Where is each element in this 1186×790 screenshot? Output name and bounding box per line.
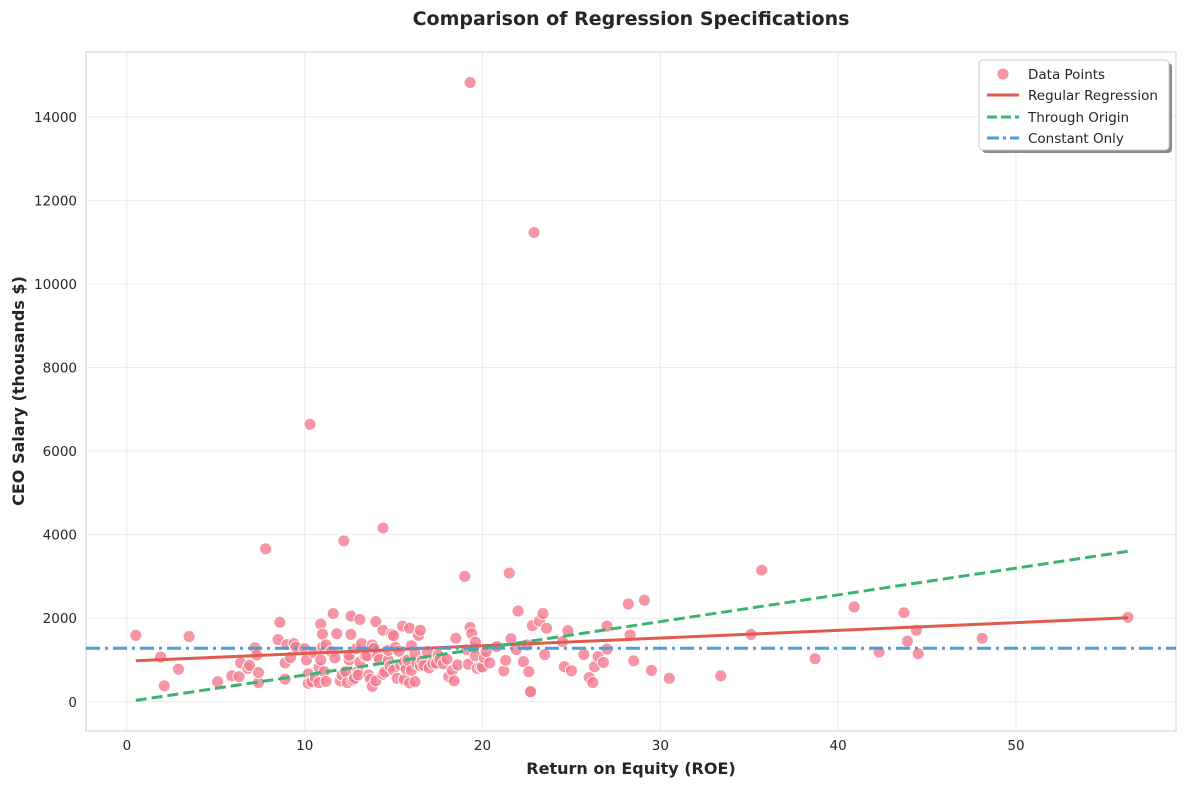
y-tick-label: 14000 bbox=[34, 110, 77, 126]
regular-regression-line bbox=[135, 616, 1129, 663]
data-point bbox=[714, 669, 728, 683]
x-tick-label: 40 bbox=[830, 738, 847, 754]
data-point bbox=[232, 670, 246, 684]
data-point bbox=[662, 671, 676, 685]
data-point bbox=[502, 566, 516, 580]
data-point bbox=[344, 628, 358, 641]
data-point bbox=[243, 658, 257, 672]
data-point bbox=[387, 629, 401, 643]
x-tick-label: 20 bbox=[474, 738, 491, 754]
through-origin-line bbox=[135, 549, 1129, 702]
data-point bbox=[413, 623, 427, 637]
data-point bbox=[897, 606, 911, 620]
data-point bbox=[330, 627, 344, 641]
y-tick-label: 8000 bbox=[43, 360, 77, 376]
data-point bbox=[975, 631, 989, 645]
data-point bbox=[522, 665, 536, 679]
data-point bbox=[458, 569, 472, 583]
data-point bbox=[808, 652, 822, 666]
data-point bbox=[538, 648, 552, 661]
data-point bbox=[252, 666, 265, 679]
data-point bbox=[273, 615, 287, 629]
data-point bbox=[497, 664, 511, 678]
legend-label-through-origin: Through Origin bbox=[1027, 110, 1129, 126]
data-point bbox=[319, 674, 333, 688]
x-tick-label: 50 bbox=[1007, 738, 1024, 754]
data-point bbox=[337, 534, 351, 548]
plot-area-frame bbox=[85, 51, 1177, 732]
data-point bbox=[351, 668, 365, 682]
y-axis-label: CEO Salary (thousands $) bbox=[9, 276, 28, 506]
legend-label-constant-only: Constant Only bbox=[1028, 131, 1124, 147]
data-point bbox=[755, 563, 769, 577]
data-point bbox=[369, 615, 383, 628]
chart-title: Comparison of Regression Specifications bbox=[413, 8, 850, 30]
data-point bbox=[540, 621, 553, 635]
data-point bbox=[637, 593, 651, 607]
data-point bbox=[129, 628, 143, 642]
data-point bbox=[527, 226, 541, 239]
data-point bbox=[847, 600, 861, 614]
data-point bbox=[376, 521, 390, 535]
data-point bbox=[353, 612, 367, 626]
x-axis-label: Return on Equity (ROE) bbox=[526, 759, 735, 778]
legend: Data Points Regular Regression Through O… bbox=[978, 59, 1172, 153]
x-tick-label: 10 bbox=[296, 738, 313, 754]
regression-lines bbox=[86, 549, 1176, 702]
legend-box bbox=[978, 59, 1170, 151]
data-point bbox=[449, 631, 463, 645]
data-point bbox=[172, 662, 185, 676]
y-tick-label: 6000 bbox=[43, 444, 77, 460]
y-tick-label: 2000 bbox=[43, 611, 77, 627]
legend-label-data-points: Data Points bbox=[1028, 67, 1105, 83]
data-point bbox=[564, 664, 578, 678]
data-point bbox=[408, 675, 422, 689]
data-point bbox=[451, 658, 465, 672]
data-point bbox=[627, 654, 641, 668]
x-tick-label: 0 bbox=[123, 738, 132, 754]
x-tick-label: 30 bbox=[652, 738, 669, 754]
data-point bbox=[259, 542, 273, 556]
data-point bbox=[586, 676, 600, 689]
data-point bbox=[157, 679, 171, 693]
tick-labels: 0 10 20 30 40 50 0 2000 4000 6000 8000 10000 12000 14… bbox=[34, 110, 1025, 754]
data-point bbox=[463, 76, 477, 89]
data-point bbox=[483, 656, 497, 670]
y-tick-label: 0 bbox=[68, 695, 77, 711]
data-point bbox=[516, 655, 530, 669]
legend-marker-data-points bbox=[996, 67, 1010, 81]
data-point bbox=[211, 675, 225, 689]
y-tick-label: 12000 bbox=[34, 193, 77, 209]
gridlines bbox=[86, 52, 1176, 731]
data-point bbox=[577, 648, 591, 661]
data-point bbox=[596, 656, 610, 669]
data-point bbox=[182, 630, 196, 644]
data-point bbox=[524, 685, 537, 699]
data-point bbox=[621, 597, 635, 611]
data-point bbox=[644, 663, 658, 677]
data-point bbox=[316, 627, 329, 641]
y-tick-label: 4000 bbox=[43, 528, 77, 544]
data-point bbox=[901, 634, 914, 648]
data-point bbox=[314, 653, 328, 667]
y-tick-label: 10000 bbox=[34, 277, 77, 293]
data-point bbox=[326, 607, 340, 621]
data-point bbox=[536, 607, 550, 621]
data-point bbox=[499, 653, 513, 667]
legend-label-regular-regression: Regular Regression bbox=[1028, 88, 1158, 104]
data-point bbox=[447, 674, 461, 688]
data-point bbox=[911, 647, 925, 661]
data-point bbox=[303, 417, 317, 431]
data-point bbox=[511, 604, 525, 618]
